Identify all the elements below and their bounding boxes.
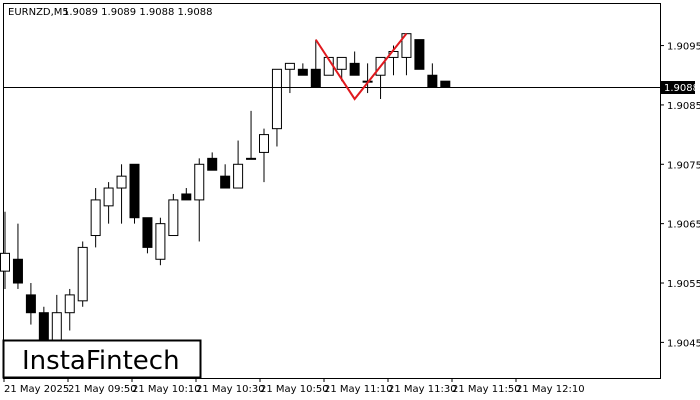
candle-body (181, 193, 192, 201)
candle-body (233, 163, 244, 189)
candle-body (414, 39, 425, 70)
candle-body (297, 68, 308, 76)
candle (220, 164, 231, 189)
double-top-pattern-line (314, 33, 408, 101)
y-tick-label: 1.9075 (667, 160, 700, 171)
candle-body (12, 258, 23, 284)
candle (297, 63, 308, 76)
candle-body (194, 163, 205, 201)
candles-layer (0, 33, 451, 373)
candle (90, 188, 101, 248)
candle-body (440, 80, 451, 88)
current-price-tag-background (661, 81, 695, 94)
candle (25, 283, 36, 325)
candle (414, 39, 425, 70)
candle (168, 193, 179, 237)
candle-body (90, 199, 101, 237)
candle-body (271, 68, 282, 130)
logo-frame (2, 339, 202, 379)
candle-body (155, 223, 166, 260)
candle (440, 80, 451, 88)
candle-body (77, 246, 88, 302)
candle (116, 164, 127, 224)
x-tick-label: 21 May 10:50 (260, 384, 329, 395)
candle (129, 163, 140, 224)
candle (77, 241, 88, 307)
candle-body (220, 175, 231, 189)
plot-area-frame (3, 3, 661, 379)
candle (207, 152, 218, 171)
candle-body (349, 62, 360, 76)
logo: InstaFintech (2, 339, 202, 379)
logo-text: InstaFintech (22, 346, 180, 376)
y-tick-label: 1.9065 (667, 220, 700, 231)
x-tick-label: 21 May 11:10 (324, 384, 393, 395)
candle-body (246, 157, 257, 160)
candle (259, 128, 269, 183)
candle-body (116, 175, 127, 189)
candle-body (142, 217, 153, 248)
y-tick-label: 1.9045 (667, 338, 700, 349)
candle-body (168, 199, 179, 237)
candle (336, 56, 347, 82)
candle-body (103, 187, 114, 207)
candle (284, 62, 295, 94)
x-tick-label: 21 May 12:10 (516, 384, 585, 395)
candle-body (259, 134, 269, 153)
symbol-label: EURNZD,M5 (8, 7, 69, 18)
candle (64, 288, 75, 331)
y-tick-label: 1.9095 (667, 42, 700, 53)
candle (142, 217, 153, 254)
x-tick-label: 21 May 09:50 (68, 384, 137, 395)
candle-body (310, 68, 321, 88)
candle-body (64, 294, 75, 314)
candle-body (129, 163, 140, 219)
x-tick-label: 21 May 11:30 (388, 384, 457, 395)
candle (271, 68, 282, 147)
candle-body (0, 252, 10, 272)
candle (12, 223, 23, 289)
x-tick-label: 21 May 10:30 (196, 384, 265, 395)
candle-body (427, 74, 438, 88)
x-tick-label: 21 May 2025 (4, 384, 69, 395)
x-tick-label: 21 May 10:10 (132, 384, 201, 395)
candle (0, 211, 10, 289)
y-tick-label: 1.9055 (667, 279, 700, 290)
candle-body (336, 56, 347, 70)
candle (246, 110, 257, 160)
candle (349, 51, 360, 76)
candle (194, 158, 205, 242)
candle-body (25, 294, 36, 314)
candle (181, 188, 192, 201)
candle (103, 182, 114, 224)
x-tick-label: 21 May 11:50 (452, 384, 521, 395)
overlay-layer (4, 33, 660, 101)
candle-body (284, 62, 295, 70)
current-price-tag: 1.9088 (661, 81, 699, 94)
y-tick-label: 1.9085 (667, 101, 700, 112)
candle-body (207, 157, 218, 171)
ohlc-readout: 1.9089 1.9089 1.9088 1.9088 (63, 7, 213, 18)
candle (233, 140, 244, 189)
candle (155, 217, 166, 266)
y-axis: 1.9095 1.9085 1.9075 1.9065 1.9055 1.9045 (660, 42, 700, 349)
current-price-label: 1.9088 (664, 83, 699, 94)
